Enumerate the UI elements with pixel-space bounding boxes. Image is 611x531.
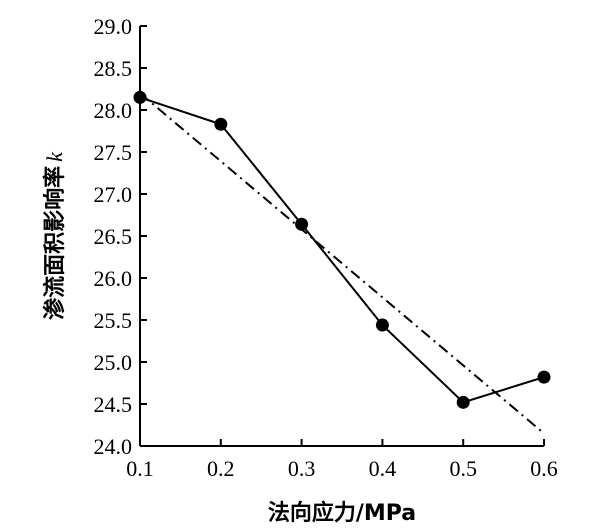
y-axis-title: 渗流面积影响率 k <box>42 151 68 320</box>
data-point-marker <box>214 117 228 131</box>
y-axis-ticks: 24.0 24.5 25.0 25.5 26.0 26.5 27.0 27.5 28.0 28.5… <box>94 14 147 459</box>
x-tick-label: 0.5 <box>449 456 477 481</box>
y-axis-title-text: 渗流面积影响率 <box>42 166 68 320</box>
x-tick-label: 0.4 <box>369 456 397 481</box>
x-axis-title: 法向应力/MPa <box>268 500 416 526</box>
y-tick-label: 28.5 <box>94 56 133 81</box>
data-point-marker <box>456 395 470 409</box>
fit-line-dash-dot <box>139 92 545 435</box>
data-point-marker <box>375 318 389 332</box>
y-tick-label: 25.0 <box>94 350 133 375</box>
x-tick-label: 0.1 <box>126 456 154 481</box>
data-point-marker <box>133 90 147 104</box>
y-tick-label: 24.5 <box>94 392 133 417</box>
y-tick-label: 26.5 <box>94 224 133 249</box>
y-tick-label: 29.0 <box>94 14 133 39</box>
y-tick-label: 25.5 <box>94 308 133 333</box>
plot-area <box>139 26 544 447</box>
series-layer <box>133 90 551 435</box>
x-tick-label: 0.2 <box>207 456 235 481</box>
data-point-marker <box>295 217 309 231</box>
y-axis-title-symbol: k <box>42 151 67 162</box>
y-tick-label: 27.0 <box>94 182 133 207</box>
data-point-marker <box>537 370 551 384</box>
y-tick-label: 27.5 <box>94 140 133 165</box>
y-tick-label: 24.0 <box>94 434 133 459</box>
x-tick-label: 0.3 <box>288 456 316 481</box>
x-axis-ticks: 0.1 0.2 0.3 0.4 0.5 0.6 <box>126 439 558 481</box>
data-line-solid <box>139 96 545 404</box>
y-tick-label: 26.0 <box>94 266 133 291</box>
x-tick-label: 0.6 <box>530 456 558 481</box>
y-tick-label: 28.0 <box>94 98 133 123</box>
